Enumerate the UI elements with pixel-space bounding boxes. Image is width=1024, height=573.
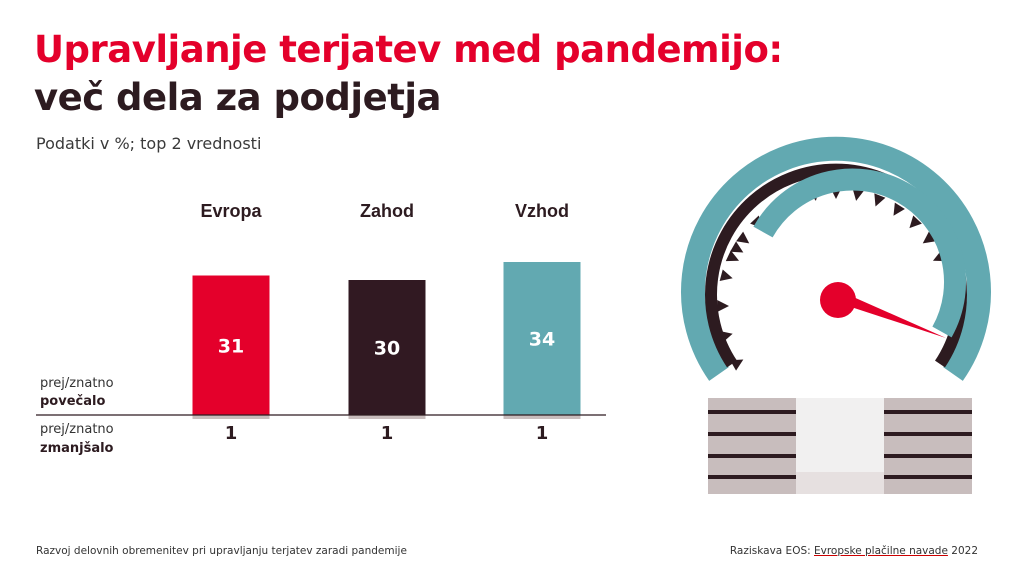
footer-source: Raziskava EOS: Evropske plačilne navade …: [730, 545, 978, 557]
subtitle: Podatki v %; top 2 vrednosti: [36, 134, 262, 153]
category-label-evropa: Evropa: [200, 201, 262, 221]
category-label-vzhod: Vzhod: [515, 201, 569, 221]
increased-label-line1: prej/znatno: [40, 376, 114, 391]
title-line-1: Upravljanje terjatev med pandemijo:: [34, 28, 783, 71]
value-label-increased-evropa: 31: [218, 335, 244, 357]
source-prefix: Raziskava EOS:: [729, 545, 814, 557]
speedometer-on-stack-icon: [681, 136, 991, 494]
gauge-tick: [719, 331, 733, 343]
gauge-tick: [736, 231, 750, 244]
title-line-2: več dela za podjetja: [34, 76, 442, 119]
page-title: Upravljanje terjatev med pandemijo: več …: [34, 26, 783, 122]
gauge-tick: [893, 202, 905, 216]
bar-decreased-evropa: [192, 415, 270, 419]
increased-label-line2: povečalo: [40, 394, 105, 409]
value-label-decreased-zahod: 1: [381, 423, 394, 444]
value-label-increased-vzhod: 34: [529, 329, 555, 351]
gauge-tick: [730, 241, 744, 253]
gauge-tick: [852, 188, 865, 201]
gauge-tick: [717, 300, 729, 312]
source-suffix: 2022: [947, 545, 978, 557]
gauge-tick: [909, 215, 922, 229]
gauge-tick: [874, 193, 886, 207]
value-label-decreased-vzhod: 1: [536, 423, 549, 444]
value-label-decreased-evropa: 1: [225, 423, 238, 444]
bar-increased-evropa: [192, 275, 270, 415]
decreased-label-line2: zmanjšalo: [40, 441, 114, 456]
gauge-tick: [922, 231, 936, 244]
bar-increased-vzhod: [503, 262, 581, 415]
value-label-increased-zahod: 30: [374, 338, 400, 360]
bar-decreased-zahod: [348, 415, 426, 419]
source-link[interactable]: Evropske plačilne navade: [814, 545, 948, 557]
footer-note: Razvoj delovnih obremenitev pri upravlja…: [36, 545, 407, 557]
bar-increased-zahod: [348, 280, 426, 415]
category-label-zahod: Zahod: [360, 201, 414, 221]
bar-decreased-vzhod: [503, 415, 581, 419]
decreased-label-line1: prej/znatno: [40, 422, 114, 437]
gauge-tick: [719, 269, 733, 281]
bars-group: Evropa 31 1 Zahod 30 1 Vzhod 34 1: [192, 201, 581, 444]
gauge-tick: [730, 359, 744, 371]
gauge-tick: [725, 250, 740, 262]
